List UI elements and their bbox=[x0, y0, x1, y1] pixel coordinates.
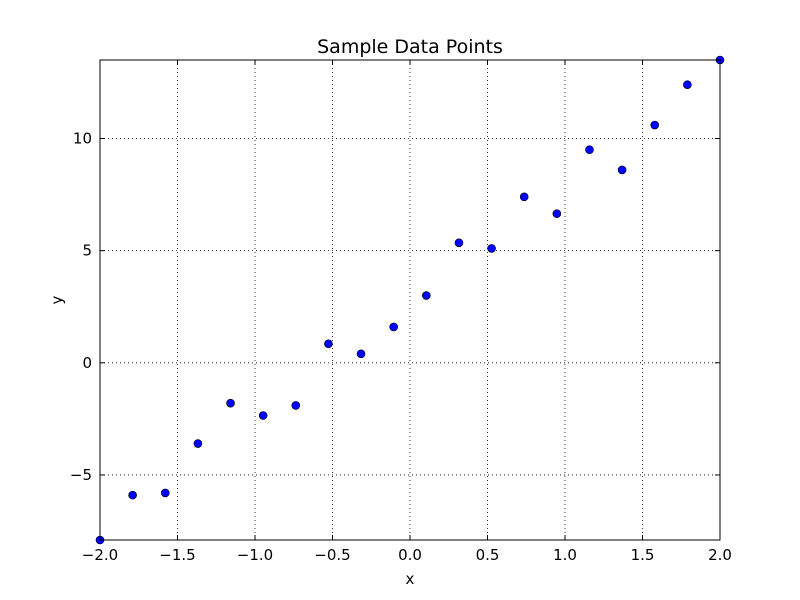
data-point bbox=[389, 322, 398, 332]
data-point bbox=[487, 244, 496, 253]
y-tick-label: 5 bbox=[82, 242, 92, 260]
data-point bbox=[454, 238, 464, 248]
x-tick-label: −1.0 bbox=[237, 546, 273, 564]
data-point bbox=[193, 439, 203, 448]
x-tick-label: 2.0 bbox=[708, 546, 732, 564]
data-point bbox=[160, 488, 170, 498]
x-tick-label: 0.5 bbox=[476, 546, 500, 564]
data-point bbox=[128, 490, 137, 500]
chart-title: Sample Data Points bbox=[317, 36, 503, 58]
y-axis-label: y bbox=[48, 295, 66, 304]
y-tick-label: −5 bbox=[70, 466, 92, 484]
data-point bbox=[585, 145, 594, 155]
data-point bbox=[291, 401, 301, 410]
x-tick-label: 0.0 bbox=[398, 546, 422, 564]
data-point bbox=[552, 209, 562, 218]
x-tick-label: −2.0 bbox=[82, 546, 118, 564]
data-point bbox=[324, 339, 333, 349]
x-axis-ticks: −2.0 −1.5 −1.0 −0.5 0.0 0.5 1.0 1.5 2.0 bbox=[82, 60, 732, 564]
data-point bbox=[356, 349, 366, 359]
data-point bbox=[226, 398, 235, 408]
x-tick-label: −0.5 bbox=[314, 546, 350, 564]
data-point bbox=[617, 165, 627, 175]
y-tick-label: 10 bbox=[73, 130, 92, 148]
data-point bbox=[683, 80, 692, 89]
data-point bbox=[422, 291, 431, 300]
x-tick-label: 1.5 bbox=[631, 546, 655, 564]
y-axis-ticks: −5 0 5 10 bbox=[70, 130, 720, 484]
data-point bbox=[650, 120, 660, 130]
x-tick-label: −1.5 bbox=[159, 546, 195, 564]
x-tick-label: 1.0 bbox=[553, 546, 577, 564]
y-tick-label: 0 bbox=[82, 354, 92, 372]
data-point bbox=[519, 192, 529, 202]
x-axis-label: x bbox=[406, 570, 415, 588]
grid-lines bbox=[99, 60, 721, 540]
data-point bbox=[258, 411, 268, 420]
